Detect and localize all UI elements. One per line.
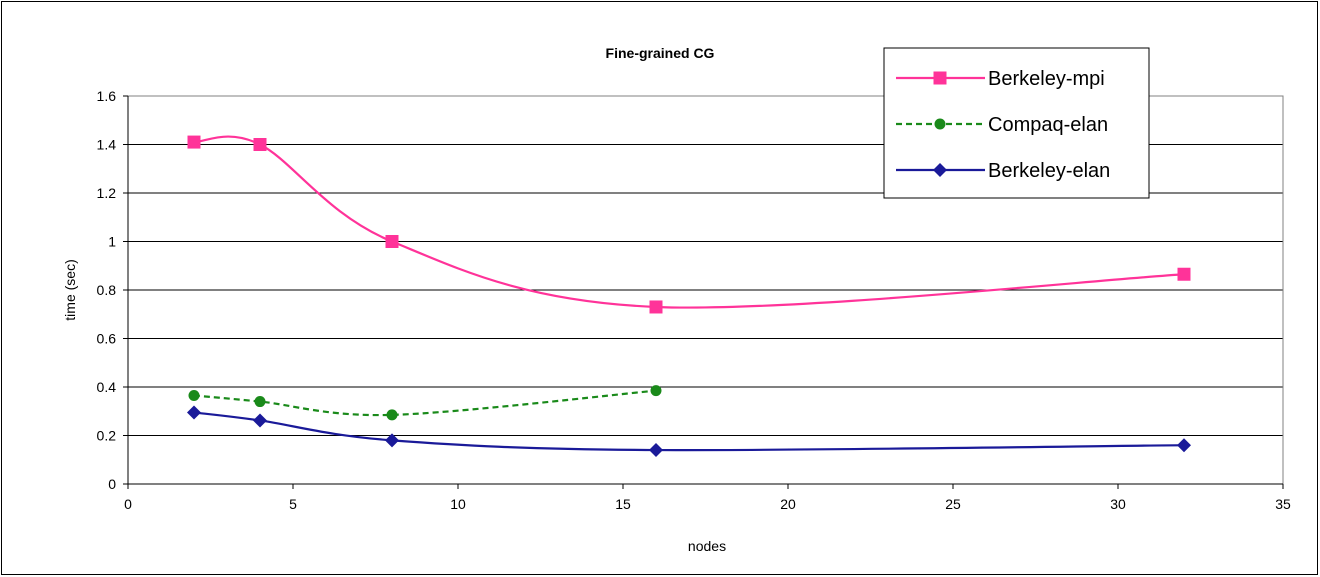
- legend-marker: [934, 118, 946, 130]
- series-compaq-elan: [188, 385, 662, 421]
- x-tick-label: 25: [945, 496, 961, 512]
- series-layer: [187, 135, 1191, 458]
- axes: [123, 95, 1284, 489]
- y-tick-label: 0.2: [97, 428, 117, 444]
- data-point-berkeley-mpi: [1177, 267, 1191, 281]
- x-tick-label: 20: [780, 496, 796, 512]
- data-point-berkeley-mpi: [253, 138, 267, 151]
- series-berkeley-mpi: [187, 135, 1191, 314]
- y-tick-label: 0.8: [97, 282, 117, 298]
- x-axis-label: nodes: [688, 538, 726, 554]
- y-tick-label: 1.4: [97, 137, 117, 153]
- data-point-berkeley-mpi: [187, 135, 201, 149]
- data-point-compaq-elan: [188, 389, 200, 401]
- chart-title: Fine-grained CG: [606, 45, 715, 61]
- legend-item-compaq-elan: Compaq-elan: [896, 114, 1108, 136]
- legend-item-berkeley-mpi: Berkeley-mpi: [896, 68, 1105, 90]
- legend-marker: [933, 71, 947, 85]
- legend-label: Berkeley-elan: [988, 160, 1110, 182]
- y-tick-label: 0.6: [97, 331, 117, 347]
- data-point-berkeley-elan: [253, 413, 267, 428]
- x-tick-labels: 0 5 10 15 20 25 30 35: [124, 496, 1291, 512]
- y-tick-labels: 0 0.2 0.4 0.6 0.8 1 1.2 1.4 1.6: [97, 88, 117, 492]
- y-tick-label: 1.2: [97, 185, 117, 201]
- data-point-berkeley-elan: [385, 433, 399, 448]
- legend-item-berkeley-elan: Berkeley-elan: [896, 160, 1110, 182]
- data-point-berkeley-elan: [649, 443, 663, 458]
- data-point-berkeley-mpi: [385, 235, 399, 248]
- data-point-berkeley-elan: [1177, 438, 1191, 453]
- x-tick-label: 0: [124, 496, 132, 512]
- legend-label: Berkeley-mpi: [988, 68, 1105, 90]
- data-point-compaq-elan: [650, 385, 662, 397]
- x-tick-label: 35: [1275, 496, 1291, 512]
- x-tick-label: 30: [1110, 496, 1126, 512]
- legend: Berkeley-mpi Compaq-elan Berkeley-elan: [883, 47, 1150, 199]
- data-point-berkeley-mpi: [649, 300, 663, 314]
- y-tick-label: 0: [108, 476, 116, 492]
- y-tick-label: 1: [108, 234, 116, 250]
- legend-marker: [933, 163, 947, 177]
- series-berkeley-elan: [187, 405, 1191, 458]
- x-tick-label: 10: [450, 496, 466, 512]
- x-tick-label: 5: [289, 496, 297, 512]
- y-axis-label: time (sec): [62, 259, 78, 320]
- series-line-berkeley-elan: [193, 411, 1185, 452]
- y-tick-label: 1.6: [97, 88, 117, 104]
- data-point-compaq-elan: [254, 396, 266, 408]
- y-tick-label: 0.4: [97, 379, 117, 395]
- x-tick-label: 15: [615, 496, 631, 512]
- data-point-compaq-elan: [386, 409, 398, 421]
- data-point-berkeley-elan: [187, 405, 201, 420]
- legend-label: Compaq-elan: [988, 114, 1108, 136]
